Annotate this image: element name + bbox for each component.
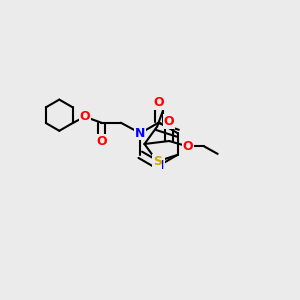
Text: S: S bbox=[153, 155, 162, 168]
Text: O: O bbox=[154, 96, 164, 110]
Text: O: O bbox=[80, 110, 90, 123]
Text: O: O bbox=[96, 135, 106, 148]
Text: N: N bbox=[135, 127, 146, 140]
Text: O: O bbox=[182, 140, 193, 153]
Text: O: O bbox=[164, 115, 174, 128]
Text: N: N bbox=[154, 159, 164, 172]
